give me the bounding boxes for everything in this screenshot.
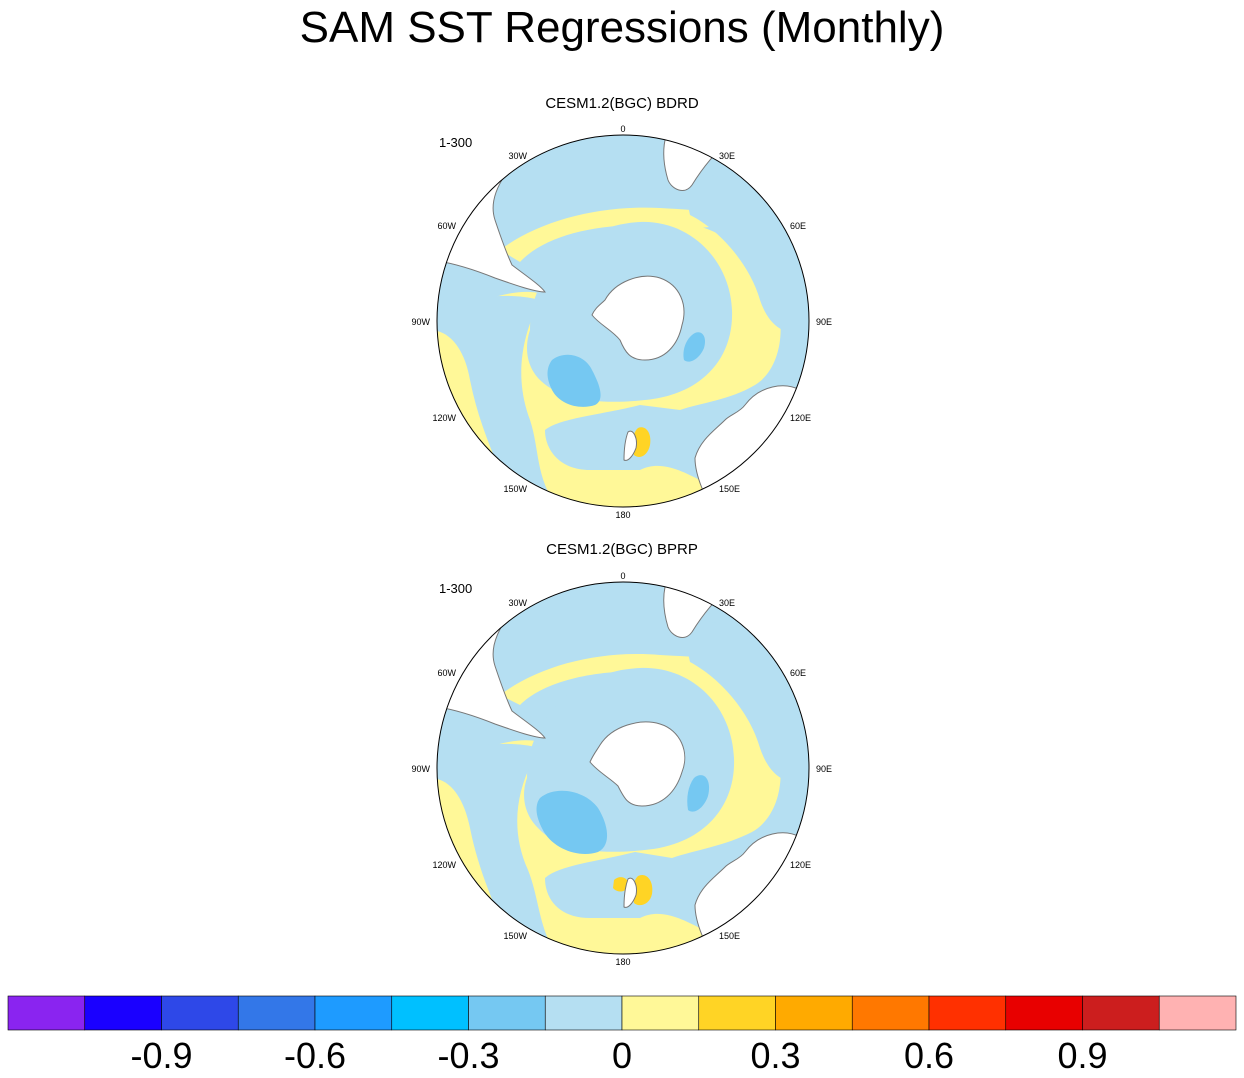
lon-label-120w: 120W [432,413,456,423]
lon-label-0: 0 [620,124,625,134]
lon-label-90w: 90W [411,764,430,774]
strong-negative-region [547,354,601,407]
colorbar-tick-label: 0.9 [1057,1035,1108,1076]
figure-title: SAM SST Regressions (Monthly) [299,3,945,52]
lon-label-30w: 30W [508,598,527,608]
positive-anomaly-region [500,205,760,262]
map-boundary-circle [436,134,810,508]
lon-label-30w: 30W [508,151,527,161]
lon-label-120w: 120W [432,860,456,870]
colorbar-swatch [1082,995,1160,1031]
colorbar-swatch [1005,995,1083,1031]
strong-negative-region [687,775,710,812]
colorbar-swatch [314,995,393,1031]
lon-label-150e: 150E [719,484,740,494]
lon-label-60e: 60E [790,221,806,231]
polar-map-bdrd: 0 30E 60E 90E 120E 150E 180 150W 120W 90… [411,124,832,520]
lon-label-180: 180 [615,957,630,967]
strong-positive-region [632,874,653,906]
colorbar-tick-label: 0.3 [750,1035,801,1076]
colorbar-swatch [7,995,86,1031]
colorbar-tick-label: 0.6 [903,1035,955,1076]
panel-title-bprp: CESM1.2(BGC) BPRP [546,541,698,558]
colorbar-swatch [928,995,1007,1031]
new-zealand-landmass [623,877,637,908]
lon-label-60e: 60E [790,668,806,678]
antarctica-landmass [591,275,685,361]
colorbar-swatch [391,995,469,1031]
colorbar [7,995,1237,1031]
strong-positive-region [613,877,629,892]
colorbar-swatch [621,995,700,1031]
lon-label-90w: 90W [411,317,430,327]
colorbar-swatch [1158,995,1237,1031]
colorbar-tick-label: 0 [611,1035,633,1076]
negative-anomaly-region [437,295,560,507]
longitude-labels: 0 30E 60E 90E 120E 150E 180 150W 120W 90… [411,124,832,520]
panel-title-bdrd: CESM1.2(BGC) BDRD [545,95,699,112]
strong-negative-region [536,790,608,854]
new-zealand-landmass [623,430,637,461]
colorbar-tick-label: -0.3 [437,1035,500,1076]
lon-label-120e: 120E [790,860,811,870]
colorbar-swatch [468,995,546,1031]
lon-label-60w: 60W [437,668,456,678]
colorbar-swatch [851,995,930,1031]
colorbar-swatch [84,995,162,1031]
run-label-bdrd: 1-300 [439,135,473,150]
colorbar-swatch [775,995,853,1031]
lon-label-60w: 60W [437,221,456,231]
strong-positive-region [632,427,651,457]
colorbar-tick-label: -0.9 [130,1035,193,1076]
longitude-labels: 0 30E 60E 90E 120E 150E 180 150W 120W 90… [411,571,832,967]
lon-label-180: 180 [615,510,630,520]
colorbar-tick-label: -0.6 [283,1035,347,1076]
map-boundary-circle [436,581,810,955]
negative-anomaly-region [437,743,560,954]
colorbar-swatch [161,995,239,1031]
lon-label-120e: 120E [790,413,811,423]
colorbar-swatch [698,995,776,1031]
lon-label-0: 0 [620,571,625,581]
colorbar-swatch [237,995,316,1031]
lon-label-150w: 150W [503,931,527,941]
lon-label-30e: 30E [719,151,735,161]
lon-label-90e: 90E [816,764,832,774]
lon-label-30e: 30E [719,598,735,608]
polar-map-bprp: 0 30E 60E 90E 120E 150E 180 150W 120W 90… [411,571,832,967]
colorbar-swatch [544,995,623,1031]
run-label-bprp: 1-300 [439,581,473,596]
strong-negative-region [683,332,706,362]
lon-label-150w: 150W [503,484,527,494]
lon-label-150e: 150E [719,931,740,941]
antarctica-landmass [589,721,686,807]
lon-label-90e: 90E [816,317,832,327]
